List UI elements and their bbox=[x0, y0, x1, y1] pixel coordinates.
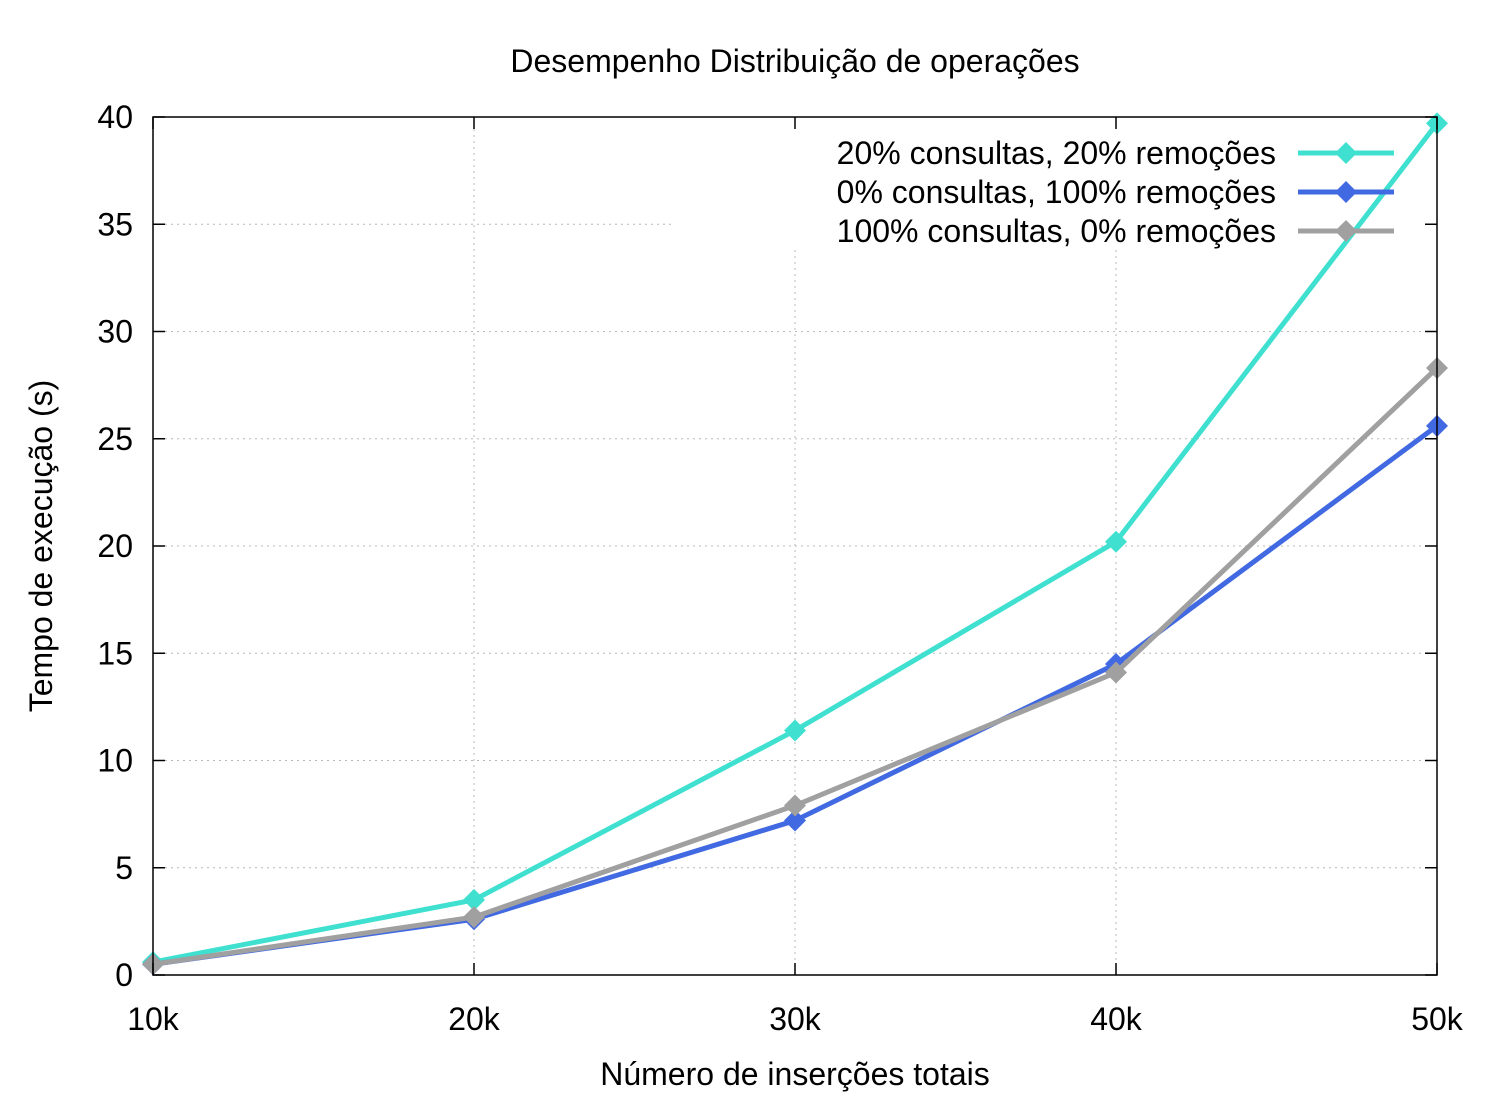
legend-swatch-marker bbox=[1335, 142, 1357, 164]
y-tick-label: 10 bbox=[97, 743, 133, 779]
series-line bbox=[152, 121, 1439, 965]
y-tick-label: 5 bbox=[115, 850, 133, 886]
chart-title: Desempenho Distribuição de operações bbox=[510, 43, 1079, 79]
grid bbox=[153, 117, 1437, 975]
legend-swatch-marker bbox=[1335, 181, 1357, 203]
axes: 0 5 10 15 20 25 30 35 40 10k 20k 30k 40k 50k bbox=[97, 99, 1463, 1037]
legend-label: 100% consultas, 0% remoções bbox=[837, 213, 1276, 249]
plot-frame bbox=[152, 116, 1438, 976]
data-point bbox=[463, 888, 485, 911]
x-tick-label: 40k bbox=[1090, 1001, 1143, 1037]
y-tick-label: 25 bbox=[97, 421, 133, 457]
y-tick-label: 0 bbox=[115, 957, 133, 993]
y-tick-label: 40 bbox=[97, 99, 133, 135]
legend-label: 20% consultas, 20% remoções bbox=[837, 135, 1276, 171]
x-axis-label: Número de inserções totais bbox=[600, 1056, 990, 1092]
legend-swatch-marker bbox=[1335, 220, 1357, 242]
y-axis-label: Tempo de execução (s) bbox=[23, 380, 59, 713]
x-tick-label: 50k bbox=[1411, 1001, 1464, 1037]
y-tick-label: 15 bbox=[97, 635, 133, 671]
x-tick-label: 20k bbox=[448, 1001, 501, 1037]
data-point bbox=[463, 906, 485, 929]
y-tick-label: 35 bbox=[97, 206, 133, 242]
y-tick-label: 20 bbox=[97, 528, 133, 564]
data-point bbox=[784, 809, 806, 832]
y-tick-label: 30 bbox=[97, 314, 133, 350]
data-point bbox=[784, 719, 806, 742]
legend-label: 0% consultas, 100% remoções bbox=[837, 174, 1276, 210]
x-tick-label: 30k bbox=[769, 1001, 822, 1037]
data-point bbox=[1105, 661, 1127, 684]
data-point bbox=[1105, 530, 1127, 553]
x-tick-label: 10k bbox=[127, 1001, 180, 1037]
data-point bbox=[784, 794, 806, 817]
